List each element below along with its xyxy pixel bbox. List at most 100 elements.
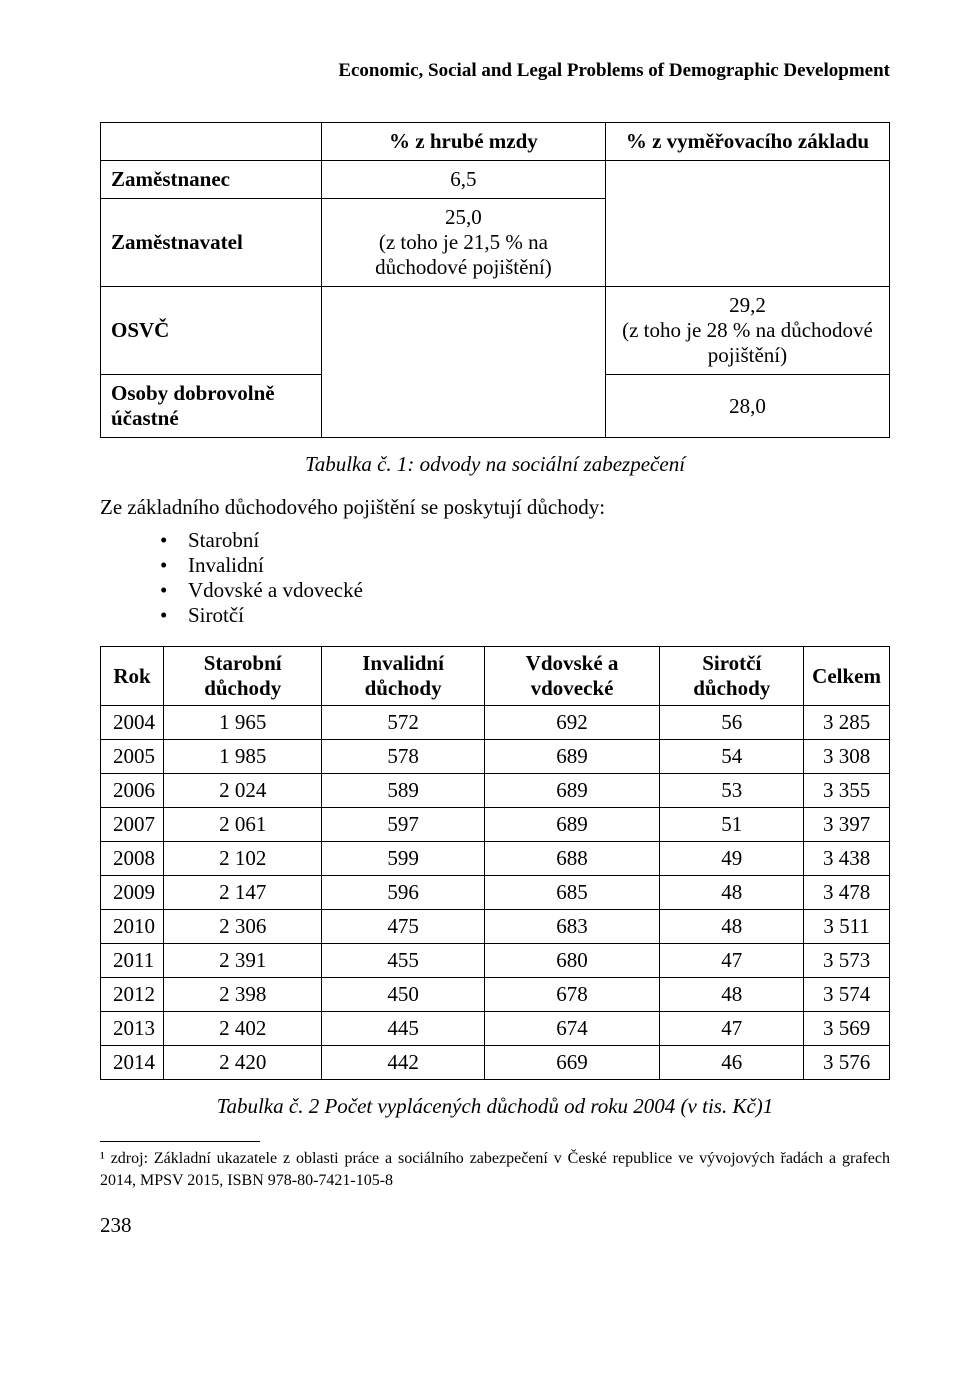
bullet-list: Starobní Invalidní Vdovské a vdovecké Si… (160, 528, 890, 628)
table-cell: 51 (660, 808, 804, 842)
table-cell: 3 355 (804, 774, 890, 808)
table-cell: 2014 (101, 1046, 164, 1080)
t2-h5: Celkem (804, 647, 890, 706)
table-cell: 47 (660, 944, 804, 978)
table-cell: 3 576 (804, 1046, 890, 1080)
t2-h4: Sirotčí důchody (660, 647, 804, 706)
t1-r2-c1: 25,0 (z toho je 21,5 % na důchodové poji… (321, 199, 605, 287)
table-cell: 683 (484, 910, 660, 944)
running-header: Economic, Social and Legal Problems of D… (100, 60, 890, 82)
table-cell: 2 420 (164, 1046, 322, 1080)
table-cell: 3 569 (804, 1012, 890, 1046)
table-cell: 596 (322, 876, 484, 910)
table-cell: 48 (660, 910, 804, 944)
table-cell: 689 (484, 808, 660, 842)
table-cell: 3 397 (804, 808, 890, 842)
table-row: 20132 402445674473 569 (101, 1012, 890, 1046)
table-cell: 1 985 (164, 740, 322, 774)
paragraph-1: Ze základního důchodového pojištění se p… (100, 495, 890, 520)
table-cell: 3 573 (804, 944, 890, 978)
table-cell: 2013 (101, 1012, 164, 1046)
table-cell: 3 478 (804, 876, 890, 910)
page-number: 238 (100, 1213, 890, 1238)
table-cell: 589 (322, 774, 484, 808)
table-cell: 3 438 (804, 842, 890, 876)
table-cell: 49 (660, 842, 804, 876)
table-row: 20112 391455680473 573 (101, 944, 890, 978)
table-cell: 2007 (101, 808, 164, 842)
list-item: Sirotčí (160, 603, 890, 628)
t1-r4-c2: 28,0 (605, 375, 889, 438)
table-cell: 2 398 (164, 978, 322, 1012)
t2-h3: Vdovské a vdovecké (484, 647, 660, 706)
table-cell: 455 (322, 944, 484, 978)
table-cell: 2010 (101, 910, 164, 944)
table-cell: 2011 (101, 944, 164, 978)
table-cell: 3 308 (804, 740, 890, 774)
table2-caption: Tabulka č. 2 Počet vyplácených důchodů o… (100, 1094, 890, 1119)
t1-r1-label: Zaměstnanec (101, 161, 322, 199)
table-cell: 578 (322, 740, 484, 774)
table-cell: 3 574 (804, 978, 890, 1012)
table-cell: 48 (660, 978, 804, 1012)
t1-r3-label: OSVČ (101, 287, 322, 375)
table-cell: 2 102 (164, 842, 322, 876)
table-cell: 2 306 (164, 910, 322, 944)
table-cell: 689 (484, 774, 660, 808)
table-cell: 3 285 (804, 706, 890, 740)
table-cell: 2 402 (164, 1012, 322, 1046)
t1-r2-label: Zaměstnavatel (101, 199, 322, 287)
table-cell: 2 147 (164, 876, 322, 910)
table-cell: 47 (660, 1012, 804, 1046)
table-cell: 669 (484, 1046, 660, 1080)
table-cell: 48 (660, 876, 804, 910)
table-row: 20082 102599688493 438 (101, 842, 890, 876)
table-cell: 450 (322, 978, 484, 1012)
t1-col1-header: % z hrubé mzdy (321, 123, 605, 161)
table-row: 20072 061597689513 397 (101, 808, 890, 842)
table-row: 20062 024589689533 355 (101, 774, 890, 808)
table-cell: 689 (484, 740, 660, 774)
table-cell: 2009 (101, 876, 164, 910)
table-2: Rok Starobní důchody Invalidní důchody V… (100, 646, 890, 1080)
table-cell: 674 (484, 1012, 660, 1046)
table-cell: 2 061 (164, 808, 322, 842)
table-cell: 2012 (101, 978, 164, 1012)
table-cell: 2005 (101, 740, 164, 774)
table-cell: 54 (660, 740, 804, 774)
table-cell: 678 (484, 978, 660, 1012)
table-cell: 3 511 (804, 910, 890, 944)
t2-h2: Invalidní důchody (322, 647, 484, 706)
table-cell: 2 024 (164, 774, 322, 808)
t1-r4-label: Osoby dobrovolně účastné (101, 375, 322, 438)
table-row: 20122 398450678483 574 (101, 978, 890, 1012)
table-cell: 2004 (101, 706, 164, 740)
list-item: Invalidní (160, 553, 890, 578)
table-row: 20092 147596685483 478 (101, 876, 890, 910)
table-row: 20142 420442669463 576 (101, 1046, 890, 1080)
t1-r3-c2: 29,2 (z toho je 28 % na důchodové pojišt… (605, 287, 889, 375)
table-cell: 685 (484, 876, 660, 910)
table-cell: 2008 (101, 842, 164, 876)
table1-caption: Tabulka č. 1: odvody na sociální zabezpe… (100, 452, 890, 477)
table-1: % z hrubé mzdy % z vyměřovacího základu … (100, 122, 890, 438)
table-cell: 688 (484, 842, 660, 876)
t2-h0: Rok (101, 647, 164, 706)
table-cell: 442 (322, 1046, 484, 1080)
t1-col2-header: % z vyměřovacího základu (605, 123, 889, 161)
footnote-rule (100, 1141, 260, 1142)
table-cell: 53 (660, 774, 804, 808)
table-cell: 597 (322, 808, 484, 842)
table-cell: 680 (484, 944, 660, 978)
table-cell: 475 (322, 910, 484, 944)
table-cell: 1 965 (164, 706, 322, 740)
table2-header-row: Rok Starobní důchody Invalidní důchody V… (101, 647, 890, 706)
table-cell: 692 (484, 706, 660, 740)
table-row: 20041 965572692563 285 (101, 706, 890, 740)
table-cell: 2006 (101, 774, 164, 808)
t1-r1-c1: 6,5 (321, 161, 605, 199)
table-cell: 445 (322, 1012, 484, 1046)
table-cell: 56 (660, 706, 804, 740)
table-cell: 599 (322, 842, 484, 876)
t2-h1: Starobní důchody (164, 647, 322, 706)
